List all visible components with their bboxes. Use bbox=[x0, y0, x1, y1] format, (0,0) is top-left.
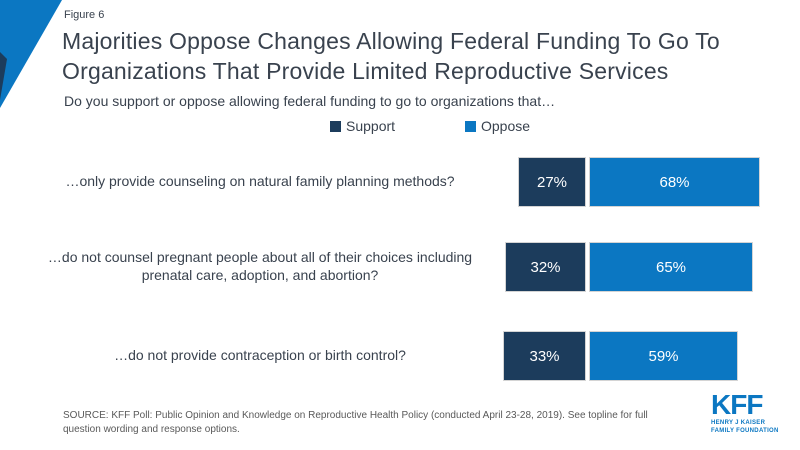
oppose-value-label: 59% bbox=[648, 347, 679, 365]
legend-oppose-label: Oppose bbox=[481, 118, 531, 134]
bar-row: …only provide counseling on natural fami… bbox=[0, 157, 800, 207]
support-value-label: 27% bbox=[536, 173, 568, 191]
oppose-value-label: 68% bbox=[659, 173, 690, 191]
chart-question: Do you support or oppose allowing federa… bbox=[64, 93, 556, 109]
kff-logo-line1: HENRY J KAISER bbox=[711, 420, 766, 426]
support-swatch-icon bbox=[330, 120, 341, 132]
support-bar: 27% bbox=[518, 157, 586, 207]
kff-logo-wordmark: KFF bbox=[711, 389, 763, 420]
source-note: SOURCE: KFF Poll: Public Opinion and Kno… bbox=[63, 410, 648, 435]
support-bar: 32% bbox=[505, 242, 586, 292]
corner-accent-triangle bbox=[0, 0, 62, 108]
legend-item-support: Support bbox=[330, 118, 395, 134]
kff-logo: KFF HENRY J KAISER FAMILY FOUNDATION bbox=[711, 391, 779, 435]
page-title: Majorities Oppose Changes Allowing Feder… bbox=[62, 28, 720, 85]
support-value-label: 32% bbox=[530, 258, 561, 276]
category-label: …do not counsel pregnant people about al… bbox=[47, 249, 473, 283]
category-label: …do not provide contraception or birth c… bbox=[114, 347, 406, 364]
oppose-bar: 68% bbox=[589, 157, 760, 207]
oppose-bar: 59% bbox=[589, 331, 738, 381]
support-bar: 33% bbox=[503, 331, 586, 381]
oppose-value-label: 65% bbox=[655, 258, 687, 276]
figure-label: Figure 6 bbox=[64, 9, 105, 21]
bar-row: …do not provide contraception or birth c… bbox=[0, 331, 800, 381]
support-value-label: 33% bbox=[529, 347, 560, 365]
oppose-swatch-icon bbox=[465, 120, 476, 132]
category-label: …only provide counseling on natural fami… bbox=[65, 173, 455, 190]
oppose-bar: 65% bbox=[589, 242, 753, 292]
kff-logo-line2: FAMILY FOUNDATION bbox=[711, 427, 779, 434]
legend-support-label: Support bbox=[346, 118, 396, 134]
bar-row: …do not counsel pregnant people about al… bbox=[0, 242, 800, 292]
legend-item-oppose: Oppose bbox=[465, 118, 530, 134]
